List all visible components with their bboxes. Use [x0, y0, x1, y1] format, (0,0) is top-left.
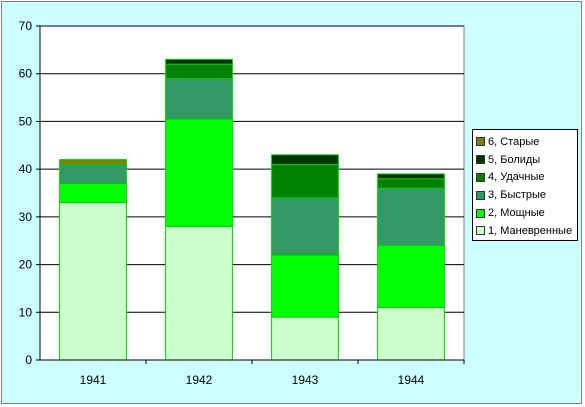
bar-segment-1943-series-4 — [271, 163, 339, 199]
bar-segment-1941-series-6 — [59, 159, 127, 165]
bar-segment-1944-series-1 — [377, 307, 445, 361]
y-tick-label: 40 — [19, 162, 33, 176]
bar-segment-1944-series-3 — [377, 187, 445, 246]
bar-segment-1941-series-1 — [59, 202, 127, 361]
bar-segment-1944-series-5 — [377, 173, 445, 180]
y-tick-label: 0 — [25, 353, 32, 367]
y-tick-label: 60 — [19, 67, 33, 81]
y-tick-label: 20 — [19, 258, 33, 272]
bar-segment-1943-series-2 — [271, 254, 339, 318]
bar-segment-1942-series-4 — [165, 63, 233, 79]
x-tick-label: 1942 — [186, 373, 213, 387]
legend-item: 5, Болиды — [476, 151, 577, 169]
legend-label: 4, Удачные — [488, 171, 545, 184]
bar-segment-1942-series-5 — [165, 58, 233, 65]
legend-label: 3, Быстрые — [488, 189, 547, 202]
bar-segment-1944-series-4 — [377, 178, 445, 189]
legend-swatch — [476, 190, 485, 200]
chart-legend: 6, Старые 5, Болиды 4, Удачные 3, Быстрые 2,… — [472, 129, 578, 241]
bar-segment-1942-series-1 — [165, 225, 233, 361]
legend-swatch — [476, 208, 485, 218]
legend-label: 1, Маневренные — [488, 224, 573, 237]
bar-segment-1943-series-5 — [271, 154, 339, 165]
bar-segment-1944-series-2 — [377, 244, 445, 309]
bar-segment-1943-series-3 — [271, 197, 339, 256]
legend-swatch — [476, 226, 485, 236]
x-tick-label: 1944 — [398, 373, 425, 387]
legend-swatch — [476, 155, 485, 165]
bar-segment-1941-series-2 — [59, 182, 127, 204]
legend-label: 2, Мощные — [488, 207, 545, 220]
y-tick-label: 30 — [19, 210, 33, 224]
y-tick-label: 10 — [19, 305, 33, 319]
legend-item: 4, Удачные — [476, 169, 577, 187]
y-tick-label: 70 — [19, 19, 33, 33]
legend-item: 3, Быстрые — [476, 186, 577, 204]
y-tick-label: 50 — [19, 114, 33, 128]
legend-item: 6, Старые — [476, 133, 577, 151]
legend-label: 6, Старые — [488, 135, 540, 148]
bar-segment-1941-series-3 — [59, 163, 127, 184]
legend-swatch — [476, 172, 485, 182]
legend-item: 1, Маневренные — [476, 222, 577, 240]
bar-segment-1943-series-1 — [271, 316, 339, 361]
legend-swatch — [476, 137, 485, 147]
legend-label: 5, Болиды — [488, 153, 541, 166]
legend-item: 2, Мощные — [476, 204, 577, 222]
bar-segment-1942-series-2 — [165, 118, 233, 227]
x-tick-label: 1941 — [80, 373, 107, 387]
x-tick-label: 1943 — [292, 373, 319, 387]
bar-segment-1942-series-3 — [165, 77, 233, 120]
